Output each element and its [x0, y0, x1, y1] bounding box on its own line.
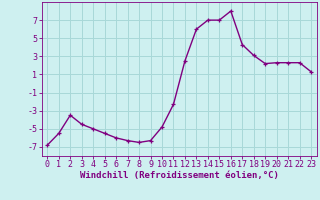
X-axis label: Windchill (Refroidissement éolien,°C): Windchill (Refroidissement éolien,°C): [80, 171, 279, 180]
